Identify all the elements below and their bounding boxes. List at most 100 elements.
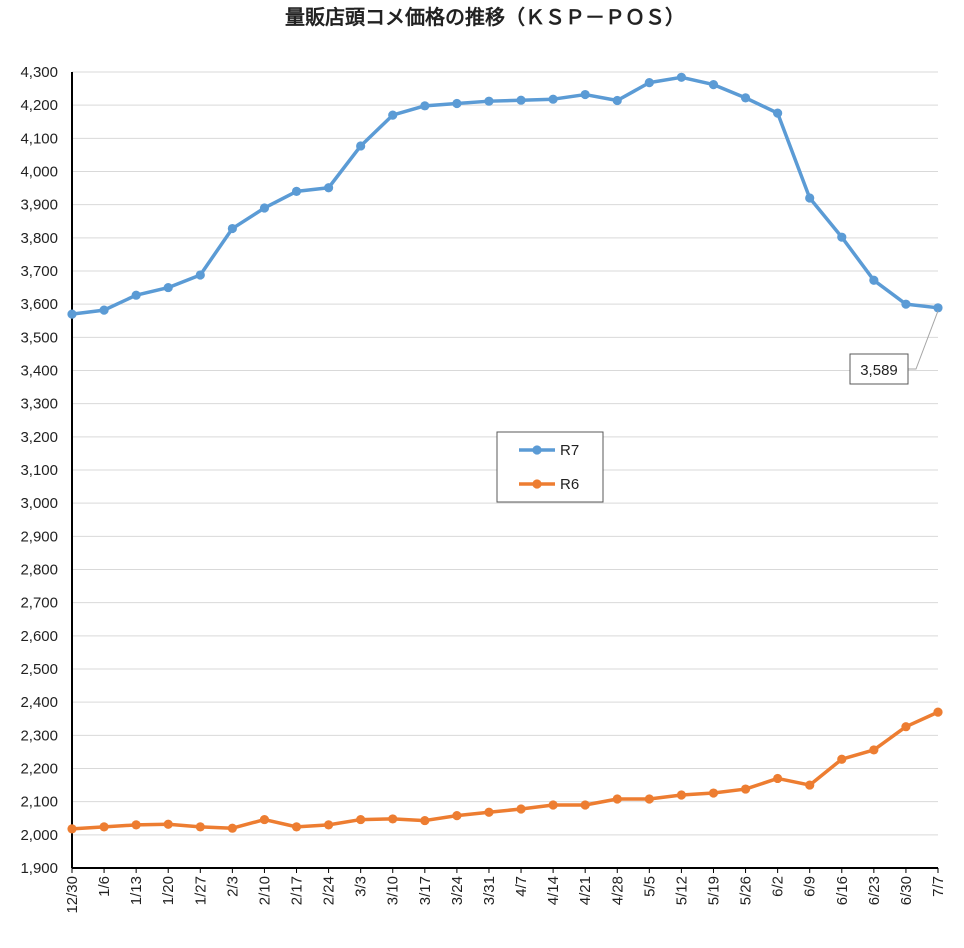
y-tick-label: 2,400 (20, 694, 58, 711)
data-point-r6 (740, 784, 751, 794)
y-tick-label: 2,600 (20, 628, 58, 645)
y-tick-label: 2,100 (20, 794, 58, 811)
data-point-r7 (773, 108, 783, 118)
x-tick-label: 6/9 (802, 876, 819, 897)
y-tick-label: 3,600 (20, 296, 58, 313)
data-point-r7 (740, 93, 751, 103)
x-tick-label: 4/21 (577, 876, 594, 905)
data-point-r7 (708, 80, 719, 90)
data-point-r7 (933, 303, 943, 313)
legend-box (496, 431, 604, 503)
data-point-r7 (420, 101, 430, 111)
x-tick-label: 4/28 (609, 876, 626, 905)
y-tick-label: 2,800 (20, 562, 58, 579)
y-tick-label: 2,500 (20, 661, 58, 678)
x-tick-label: 5/26 (738, 876, 755, 905)
y-tick-label: 3,400 (20, 363, 58, 380)
data-point-r6 (67, 824, 77, 834)
data-point-r6 (323, 820, 334, 830)
data-point-r6 (195, 822, 205, 832)
data-point-r7 (259, 203, 270, 213)
y-tick-label: 4,100 (20, 130, 58, 147)
data-point-r7 (548, 94, 558, 104)
data-point-r7 (163, 282, 173, 293)
data-point-r6 (99, 822, 109, 832)
data-point-r6 (163, 819, 173, 829)
x-tick-label: 3/24 (449, 876, 466, 905)
data-point-r7 (452, 98, 462, 109)
data-point-r6 (516, 804, 526, 814)
x-tick-label: 6/2 (770, 876, 787, 897)
callout-label: 3,589 (860, 362, 898, 379)
data-point-r6 (773, 773, 783, 784)
data-point-r7 (99, 305, 109, 315)
data-point-r7 (388, 110, 398, 120)
data-point-r7 (516, 95, 526, 105)
y-tick-label: 3,300 (20, 396, 58, 413)
data-point-r6 (933, 707, 943, 717)
y-tick-label: 4,200 (20, 97, 58, 114)
legend-label-r6: R6 (560, 476, 579, 493)
data-point-r6 (612, 794, 622, 804)
y-axis-tick-labels: 1,900 2,000 2,100 2,200 2,300 2,400 2,500 2,600… (20, 64, 58, 877)
y-tick-label: 4,300 (20, 64, 58, 81)
data-point-r6 (259, 814, 270, 825)
y-tick-label: 3,700 (20, 263, 58, 280)
x-tick-label: 7/7 (930, 876, 947, 897)
data-point-r6 (644, 794, 654, 804)
data-point-r6 (580, 800, 590, 810)
x-tick-label: 6/23 (866, 876, 883, 905)
data-point-r7 (131, 290, 141, 300)
data-point-r7 (805, 193, 815, 203)
x-tick-label: 2/10 (256, 876, 273, 905)
data-point-r7 (869, 275, 879, 285)
y-tick-label: 3,200 (20, 429, 58, 446)
data-point-r6 (676, 790, 687, 800)
x-axis-tick-labels: 12/30 1/6 1/13 1/20 1/27 2/3 2/10 2/17 2/24 3/3 3/… (64, 876, 947, 914)
data-point-r6 (484, 807, 494, 817)
data-point-r6 (227, 823, 237, 833)
y-tick-label: 4,000 (20, 164, 58, 181)
series-line-r6 (71, 710, 939, 831)
callout-leader-line (908, 310, 939, 370)
x-tick-label: 6/30 (898, 876, 915, 905)
x-tick-label: 2/17 (289, 876, 306, 905)
data-point-r6 (291, 822, 302, 832)
data-point-r6 (388, 814, 398, 824)
y-tick-label: 3,000 (20, 495, 58, 512)
data-point-r7 (195, 270, 205, 280)
data-point-r7 (901, 299, 911, 309)
data-point-r7 (227, 223, 237, 234)
x-tick-label: 3/31 (481, 876, 498, 905)
x-tick-label: 3/17 (417, 876, 434, 905)
data-point-r6 (131, 820, 141, 830)
x-tick-label: 1/13 (128, 876, 145, 905)
x-tick-label: 4/7 (513, 876, 530, 897)
x-tick-label: 4/14 (545, 876, 562, 905)
legend: R7 R6 (496, 431, 604, 503)
x-tick-label: 5/5 (641, 876, 658, 897)
x-tick-label: 12/30 (64, 876, 81, 914)
legend-marker-r7 (532, 445, 542, 455)
data-point-r7 (644, 78, 654, 88)
legend-label-r7: R7 (560, 442, 579, 459)
data-point-r6 (805, 780, 815, 790)
y-tick-label: 3,500 (20, 329, 58, 346)
x-tick-label: 1/27 (192, 876, 209, 905)
data-point-r6 (869, 745, 879, 755)
x-tick-label: 2/3 (224, 876, 241, 897)
data-point-r6 (420, 815, 430, 826)
chart-title: 量販店頭コメ価格の推移（ＫＳＰ－ＰＯＳ） (285, 5, 685, 29)
y-tick-label: 2,000 (20, 827, 58, 844)
axes (71, 72, 939, 873)
data-point-r6 (356, 814, 366, 825)
x-tick-label: 1/20 (160, 876, 177, 905)
data-point-r6 (452, 810, 462, 821)
x-tick-label: 1/6 (96, 876, 113, 897)
series-layer (67, 72, 943, 834)
data-point-r7 (323, 183, 334, 193)
y-tick-label: 1,900 (20, 860, 58, 877)
data-point-r7 (612, 95, 622, 106)
y-tick-label: 3,100 (20, 462, 58, 479)
